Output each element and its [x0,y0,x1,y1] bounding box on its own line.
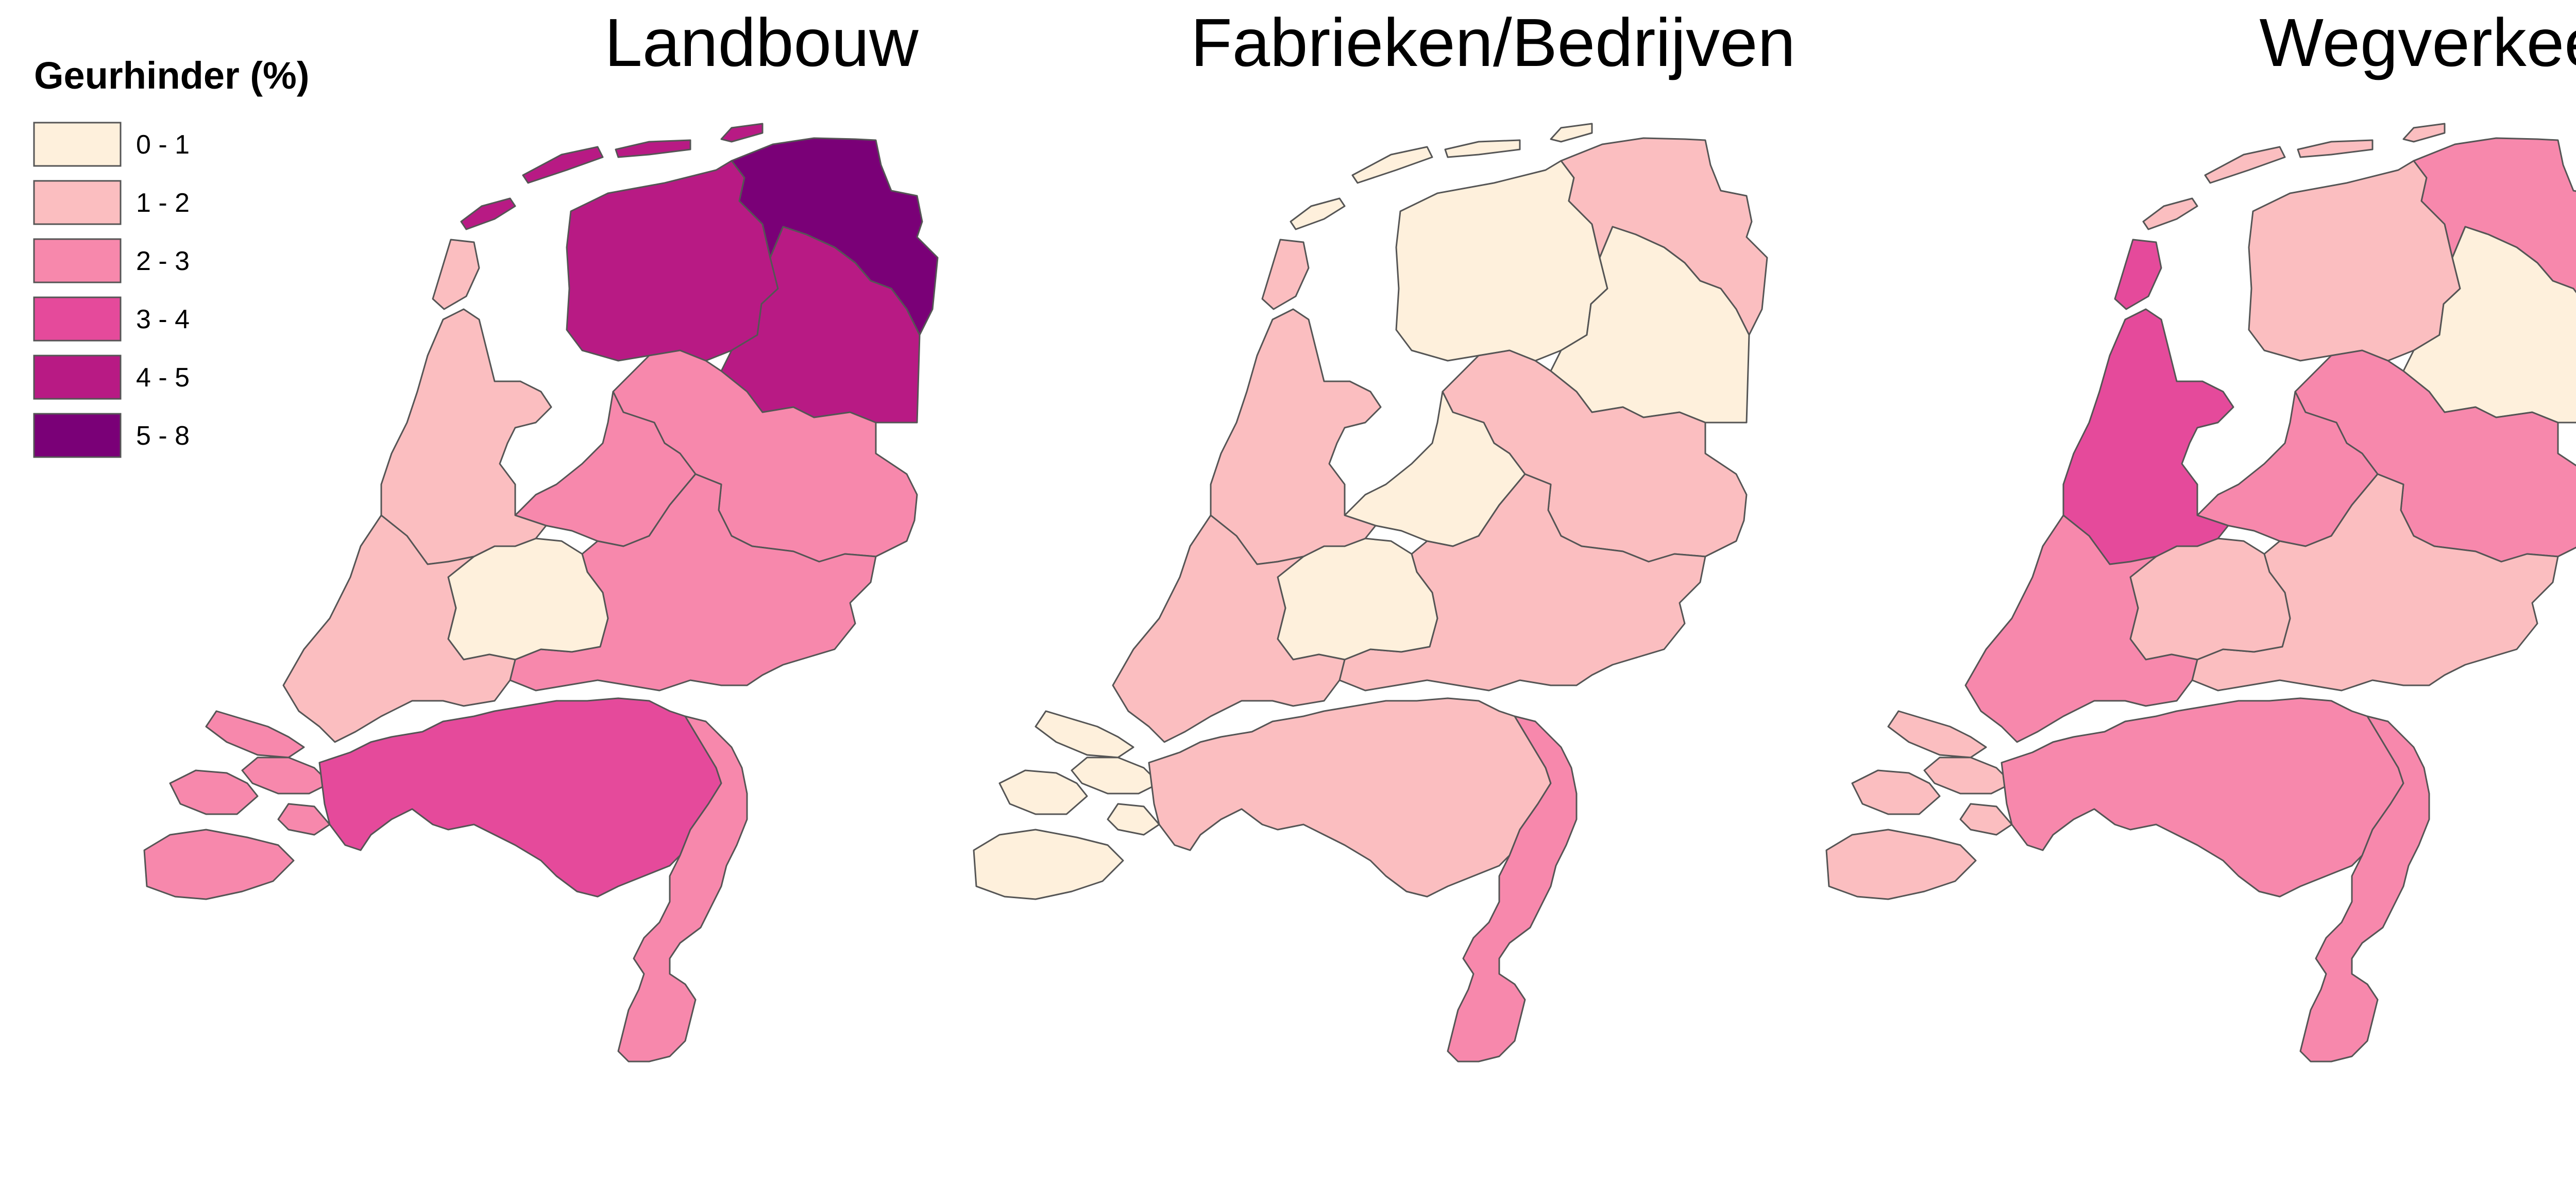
province-texel [2114,239,2162,310]
legend-swatch [33,355,122,400]
province-zeeland [143,829,295,900]
province-wadden [1444,139,1521,158]
province-zeeland [1825,829,1977,900]
legend-label: 2 - 3 [136,246,190,276]
province-noord-brabant [318,697,722,898]
province-zuid-holland [1964,514,2198,743]
province-texel [432,239,480,310]
province-wadden [522,146,604,184]
map-landbouw [143,123,939,1063]
legend-swatch [33,413,122,458]
legend-swatch [33,122,122,167]
legend-label: 3 - 4 [136,305,190,334]
province-wadden [1290,197,1346,230]
province-limburg [2299,715,2430,1063]
province-zeeland [1959,803,2013,836]
legend-swatch [33,296,122,342]
province-wadden [2142,197,2198,230]
province-zeeland [1035,710,1134,759]
province-texel [1261,239,1310,310]
legend: Geurhinder (%) 0 - 1 1 - 2 2 - 3 3 - 4 4 - 5… [33,54,309,458]
legend-label: 4 - 5 [136,363,190,393]
map-title-fabrieken-bedrijven: Fabrieken/Bedrijven [1191,5,1795,80]
province-limburg [617,715,748,1063]
province-zuid-holland [282,514,516,743]
legend-label: 1 - 2 [136,188,190,218]
province-noord-holland [2062,308,2234,565]
map-fabrieken-bedrijven [973,123,1768,1063]
legend-swatch [33,180,122,225]
province-zeeland [1923,756,2013,795]
legend-label: 5 - 8 [136,421,190,451]
province-wadden [1351,146,1433,184]
province-wadden [615,139,691,158]
province-zeeland [998,769,1088,815]
map-title-wegverkeer: Wegverkeer [2259,5,2576,80]
province-noord-brabant [1148,697,1552,898]
legend-title: Geurhinder (%) [34,54,309,97]
legend-label: 0 - 1 [136,130,190,160]
province-zeeland [973,829,1124,900]
province-zeeland [277,803,331,836]
province-zeeland [205,710,305,759]
province-limburg [1447,715,1578,1063]
province-zeeland [1107,803,1160,836]
province-noord-holland [1210,308,1382,565]
legend-swatch [33,238,122,283]
province-wadden [2402,123,2446,143]
province-zeeland [169,769,259,815]
province-wadden [2204,146,2286,184]
province-wadden [720,123,764,143]
province-noord-brabant [2001,697,2404,898]
province-zuid-holland [1112,514,1346,743]
province-zeeland [1851,769,1941,815]
province-wadden [1550,123,1593,143]
province-zeeland [1071,756,1160,795]
province-wadden [2297,139,2374,158]
province-zeeland [241,756,331,795]
province-wadden [460,197,516,230]
map-title-landbouw: Landbouw [604,5,919,80]
province-noord-holland [380,308,552,565]
map-wegverkeer [1825,123,2576,1063]
province-zeeland [1887,710,1987,759]
